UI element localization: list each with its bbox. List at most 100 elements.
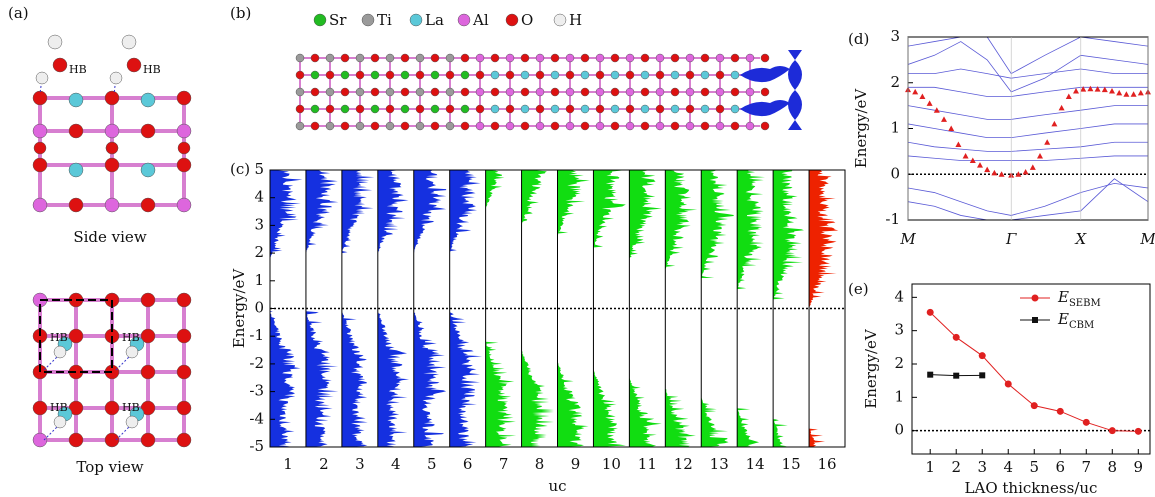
atom: [445, 121, 455, 131]
atom: [355, 104, 365, 114]
dos-profile: [701, 170, 734, 279]
point: [1108, 427, 1116, 435]
dos-profile: [305, 311, 339, 447]
y-tick-label: 4: [894, 287, 904, 305]
atom: [580, 70, 590, 80]
legend-name: E: [1057, 310, 1069, 328]
dos-profile: [737, 408, 760, 447]
atom: [550, 87, 560, 97]
atom: [340, 53, 350, 63]
hydrogen-bond: [115, 425, 131, 441]
x-tick-label: 1: [925, 458, 935, 476]
y-tick-label: -1: [249, 326, 264, 344]
x-tick-label: 8: [1108, 458, 1118, 476]
panel-label: (b): [230, 4, 251, 22]
x-tick-label: 15: [782, 455, 801, 473]
atom: [655, 87, 665, 97]
atom: [310, 104, 320, 114]
atom: [176, 123, 192, 139]
atom: [610, 87, 620, 97]
band-marker: [1044, 139, 1051, 145]
atom: [140, 197, 156, 213]
band-marker: [1101, 86, 1108, 93]
atom: [550, 121, 560, 131]
atom: [730, 53, 740, 63]
atom: [580, 53, 590, 63]
atom: [595, 70, 605, 80]
atom: [121, 34, 137, 50]
charge-density: [740, 100, 790, 117]
atom: [535, 121, 545, 131]
atom: [47, 34, 63, 50]
atom: [520, 53, 530, 63]
atom: [640, 87, 650, 97]
atom: [125, 415, 139, 429]
band-line: [908, 68, 1148, 79]
y-tick-label: 2: [254, 243, 264, 261]
band-marker: [977, 162, 983, 168]
hydrogen-bond: [113, 77, 117, 95]
charge-density: [740, 66, 790, 83]
atom: [370, 104, 380, 114]
atom: [340, 121, 350, 131]
atom: [340, 70, 350, 80]
atom: [625, 121, 635, 131]
band-marker: [1123, 91, 1130, 97]
atom: [610, 121, 620, 131]
atom: [700, 104, 710, 114]
hb-label: HB: [69, 63, 87, 76]
atom: [550, 70, 560, 80]
atom: [53, 345, 67, 359]
dos-profile: [377, 170, 409, 254]
band-marker: [926, 100, 933, 106]
atom: [355, 53, 365, 63]
dos-profile: [737, 170, 766, 290]
atom: [457, 13, 471, 27]
x-tick-label: 2: [319, 455, 329, 473]
point: [1082, 418, 1090, 426]
atom: [400, 70, 410, 80]
dos-profile: [665, 170, 698, 270]
atom: [355, 87, 365, 97]
atom: [730, 121, 740, 131]
x-axis-label: LAO thickness/uc: [965, 479, 1098, 497]
top-view-caption: Top view: [76, 458, 143, 476]
atom: [490, 104, 500, 114]
x-tick-label: 4: [1003, 458, 1013, 476]
atom: [565, 53, 575, 63]
atom: [625, 104, 635, 114]
point: [1056, 407, 1064, 415]
y-tick-label: 0: [254, 299, 264, 317]
atom: [595, 104, 605, 114]
atom: [409, 13, 423, 27]
band-marker: [1116, 89, 1123, 96]
y-axis-label: Energy/eV: [862, 328, 880, 409]
band-marker: [984, 166, 991, 173]
plot-frame: [911, 283, 1151, 455]
atom: [580, 121, 590, 131]
y-axis-label: Energy/eV: [230, 268, 248, 349]
band-marker: [1058, 104, 1065, 111]
x-tick-label: 5: [427, 455, 437, 473]
atom: [505, 13, 519, 27]
atom: [685, 104, 695, 114]
y-tick-label: 3: [894, 321, 904, 339]
point: [979, 372, 986, 379]
atom: [32, 123, 48, 139]
band-marker: [912, 88, 919, 95]
atom: [325, 121, 335, 131]
hydrogen-bond: [43, 425, 59, 441]
atom: [625, 53, 635, 63]
legend-label: ESEBM: [1057, 288, 1101, 309]
atom: [475, 53, 485, 63]
y-tick-label: -2: [249, 354, 264, 372]
y-tick-label: 1: [894, 387, 904, 405]
y-tick-label: 1: [890, 119, 900, 137]
atom: [385, 104, 395, 114]
point: [1032, 317, 1038, 323]
dos-profile: [521, 170, 547, 226]
atom: [33, 141, 47, 155]
band-marker: [948, 125, 955, 131]
legend-subscript: CBM: [1069, 320, 1094, 331]
